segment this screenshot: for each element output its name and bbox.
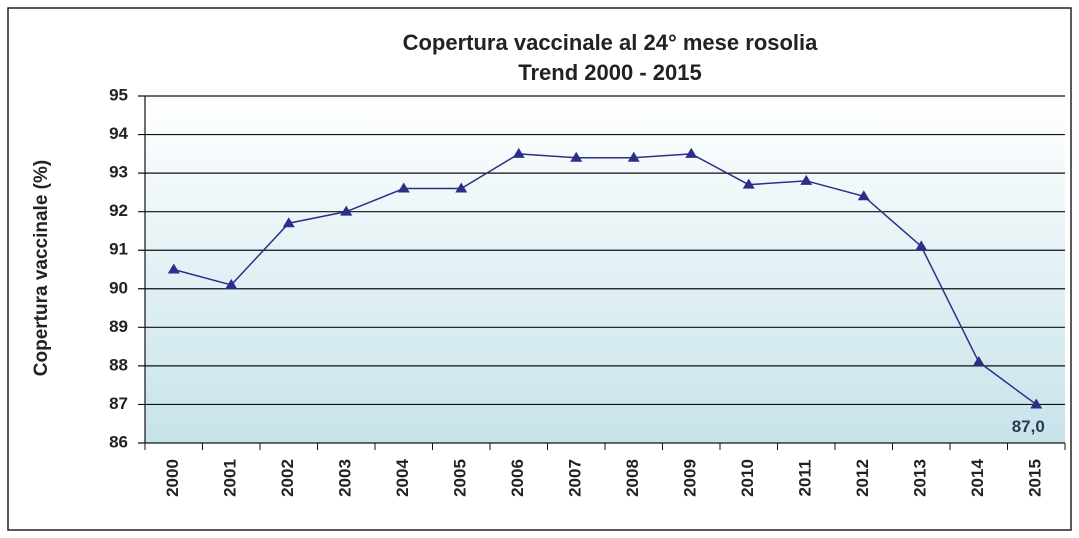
x-tick-label: 2006: [508, 459, 527, 497]
x-tick-label: 2014: [968, 459, 987, 497]
x-tick-label: 2004: [393, 459, 412, 497]
marker: [397, 182, 410, 193]
marker: [512, 147, 525, 158]
x-tick-label: 2007: [566, 459, 585, 497]
y-tick-label: 94: [109, 124, 128, 143]
y-axis-label: Copertura vaccinale (%): [31, 160, 52, 376]
chart-subtitle: Trend 2000 - 2015: [518, 60, 701, 85]
marker: [225, 278, 238, 289]
x-tick-label: 2009: [681, 459, 700, 497]
x-tick-label: 2005: [451, 459, 470, 497]
y-tick-label: 93: [109, 163, 128, 182]
chart-title: Copertura vaccinale al 24° mese rosolia: [403, 30, 819, 55]
y-tick-label: 88: [109, 355, 128, 374]
marker: [570, 151, 583, 162]
marker: [915, 240, 928, 251]
x-tick-label: 2002: [278, 459, 297, 497]
marker: [282, 217, 295, 228]
x-tick-label: 2015: [1026, 459, 1045, 497]
x-tick-label: 2012: [853, 459, 872, 497]
value-label: 87,0: [1012, 417, 1045, 436]
x-tick-label: 2000: [163, 459, 182, 497]
y-tick-label: 87: [109, 394, 128, 413]
y-tick-label: 89: [109, 317, 128, 336]
marker: [857, 190, 870, 201]
marker: [742, 178, 755, 189]
y-tick-label: 92: [109, 201, 128, 220]
marker: [972, 356, 985, 367]
marker: [800, 174, 813, 185]
marker: [455, 182, 468, 193]
marker: [340, 205, 353, 216]
marker: [1030, 398, 1043, 409]
x-tick-label: 2001: [221, 459, 240, 497]
y-tick-label: 90: [109, 278, 128, 297]
x-tick-label: 2011: [796, 460, 815, 497]
y-tick-label: 86: [109, 432, 128, 451]
x-tick-label: 2013: [911, 459, 930, 497]
marker: [627, 151, 640, 162]
y-tick-label: 91: [109, 240, 128, 259]
x-tick-label: 2010: [738, 459, 757, 497]
y-tick-label: 95: [109, 85, 128, 104]
x-tick-label: 2003: [336, 459, 355, 497]
marker: [685, 147, 698, 158]
plot-area: [145, 96, 1065, 443]
marker: [167, 263, 180, 274]
line: [173, 153, 1037, 406]
x-tick-label: 2008: [623, 459, 642, 497]
